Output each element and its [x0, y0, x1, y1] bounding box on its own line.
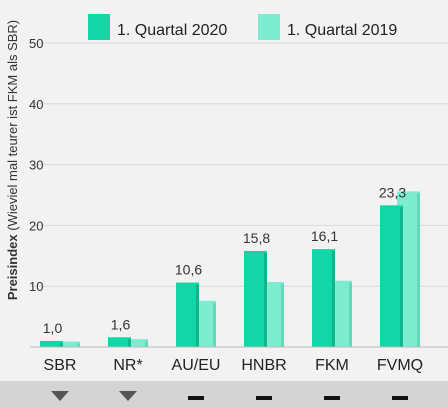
x-tick-labels: SBR NR* AU/EU HNBR FKM FVMQ [44, 357, 424, 374]
dash-icon [392, 396, 408, 400]
bar-2020-shade [196, 284, 199, 347]
data-label: 23,3 [379, 184, 406, 200]
bar-2019-shade [417, 193, 420, 347]
gridlines [30, 42, 448, 287]
data-label: 1,0 [43, 320, 63, 336]
bar-2020 [40, 340, 63, 347]
bar-2020-shade [332, 251, 335, 347]
data-label: 1,6 [111, 316, 131, 332]
dash-icon [256, 396, 272, 400]
bar-2020 [108, 337, 131, 347]
down-triangle-icon [119, 391, 137, 401]
bar-2020-shade [128, 339, 131, 347]
bar-2019-shade [281, 283, 284, 347]
legend-swatch [258, 14, 280, 40]
y-tick-labels: 10 20 30 40 50 [29, 36, 43, 294]
y-axis-label: Preisindex (Wieviel mal teurer ist FKM a… [5, 20, 20, 300]
dash-icon [188, 396, 204, 400]
bar-2019-shade [213, 302, 216, 347]
data-label: 16,1 [311, 228, 338, 244]
legend-swatch [88, 14, 110, 40]
bar-2020 [244, 250, 267, 347]
trend-indicators [51, 391, 408, 401]
bar-2020-shade [400, 207, 403, 347]
data-label: 10,6 [175, 262, 202, 278]
y-tick-label: 20 [29, 218, 43, 233]
bars: 1,0 1,6 10,6 15,8 16,1 23,3 [40, 184, 420, 347]
bar-2019-shade [77, 343, 80, 347]
dash-icon [324, 396, 340, 400]
x-tick-label: FKM [315, 357, 349, 374]
y-tick-label: 40 [29, 97, 43, 112]
x-tick-label: FVMQ [377, 357, 423, 374]
bar-2019 [125, 339, 148, 347]
x-tick-label: NR* [113, 357, 142, 374]
legend-label: 1. Quartal 2020 [117, 22, 227, 39]
bar-2020 [380, 205, 403, 347]
y-tick-label: 10 [29, 279, 43, 294]
bar-2020 [176, 282, 199, 347]
y-tick-label: 50 [29, 36, 43, 51]
trend-strip [0, 381, 448, 408]
x-tick-label: HNBR [241, 357, 286, 374]
data-label: 15,8 [243, 230, 270, 246]
y-tick-label: 30 [29, 158, 43, 173]
bar-2020-shade [60, 342, 63, 347]
legend-label: 1. Quartal 2019 [287, 22, 397, 39]
bar-2019-shade [145, 341, 148, 347]
down-triangle-icon [51, 391, 69, 401]
x-tick-label: SBR [44, 357, 77, 374]
bar-2020 [312, 249, 335, 347]
legend: 1. Quartal 2020 1. Quartal 2019 [88, 14, 397, 40]
bar-2019 [57, 341, 80, 347]
bar-2019-shade [349, 282, 352, 347]
bar-2020-shade [264, 252, 267, 347]
x-tick-label: AU/EU [172, 357, 221, 374]
